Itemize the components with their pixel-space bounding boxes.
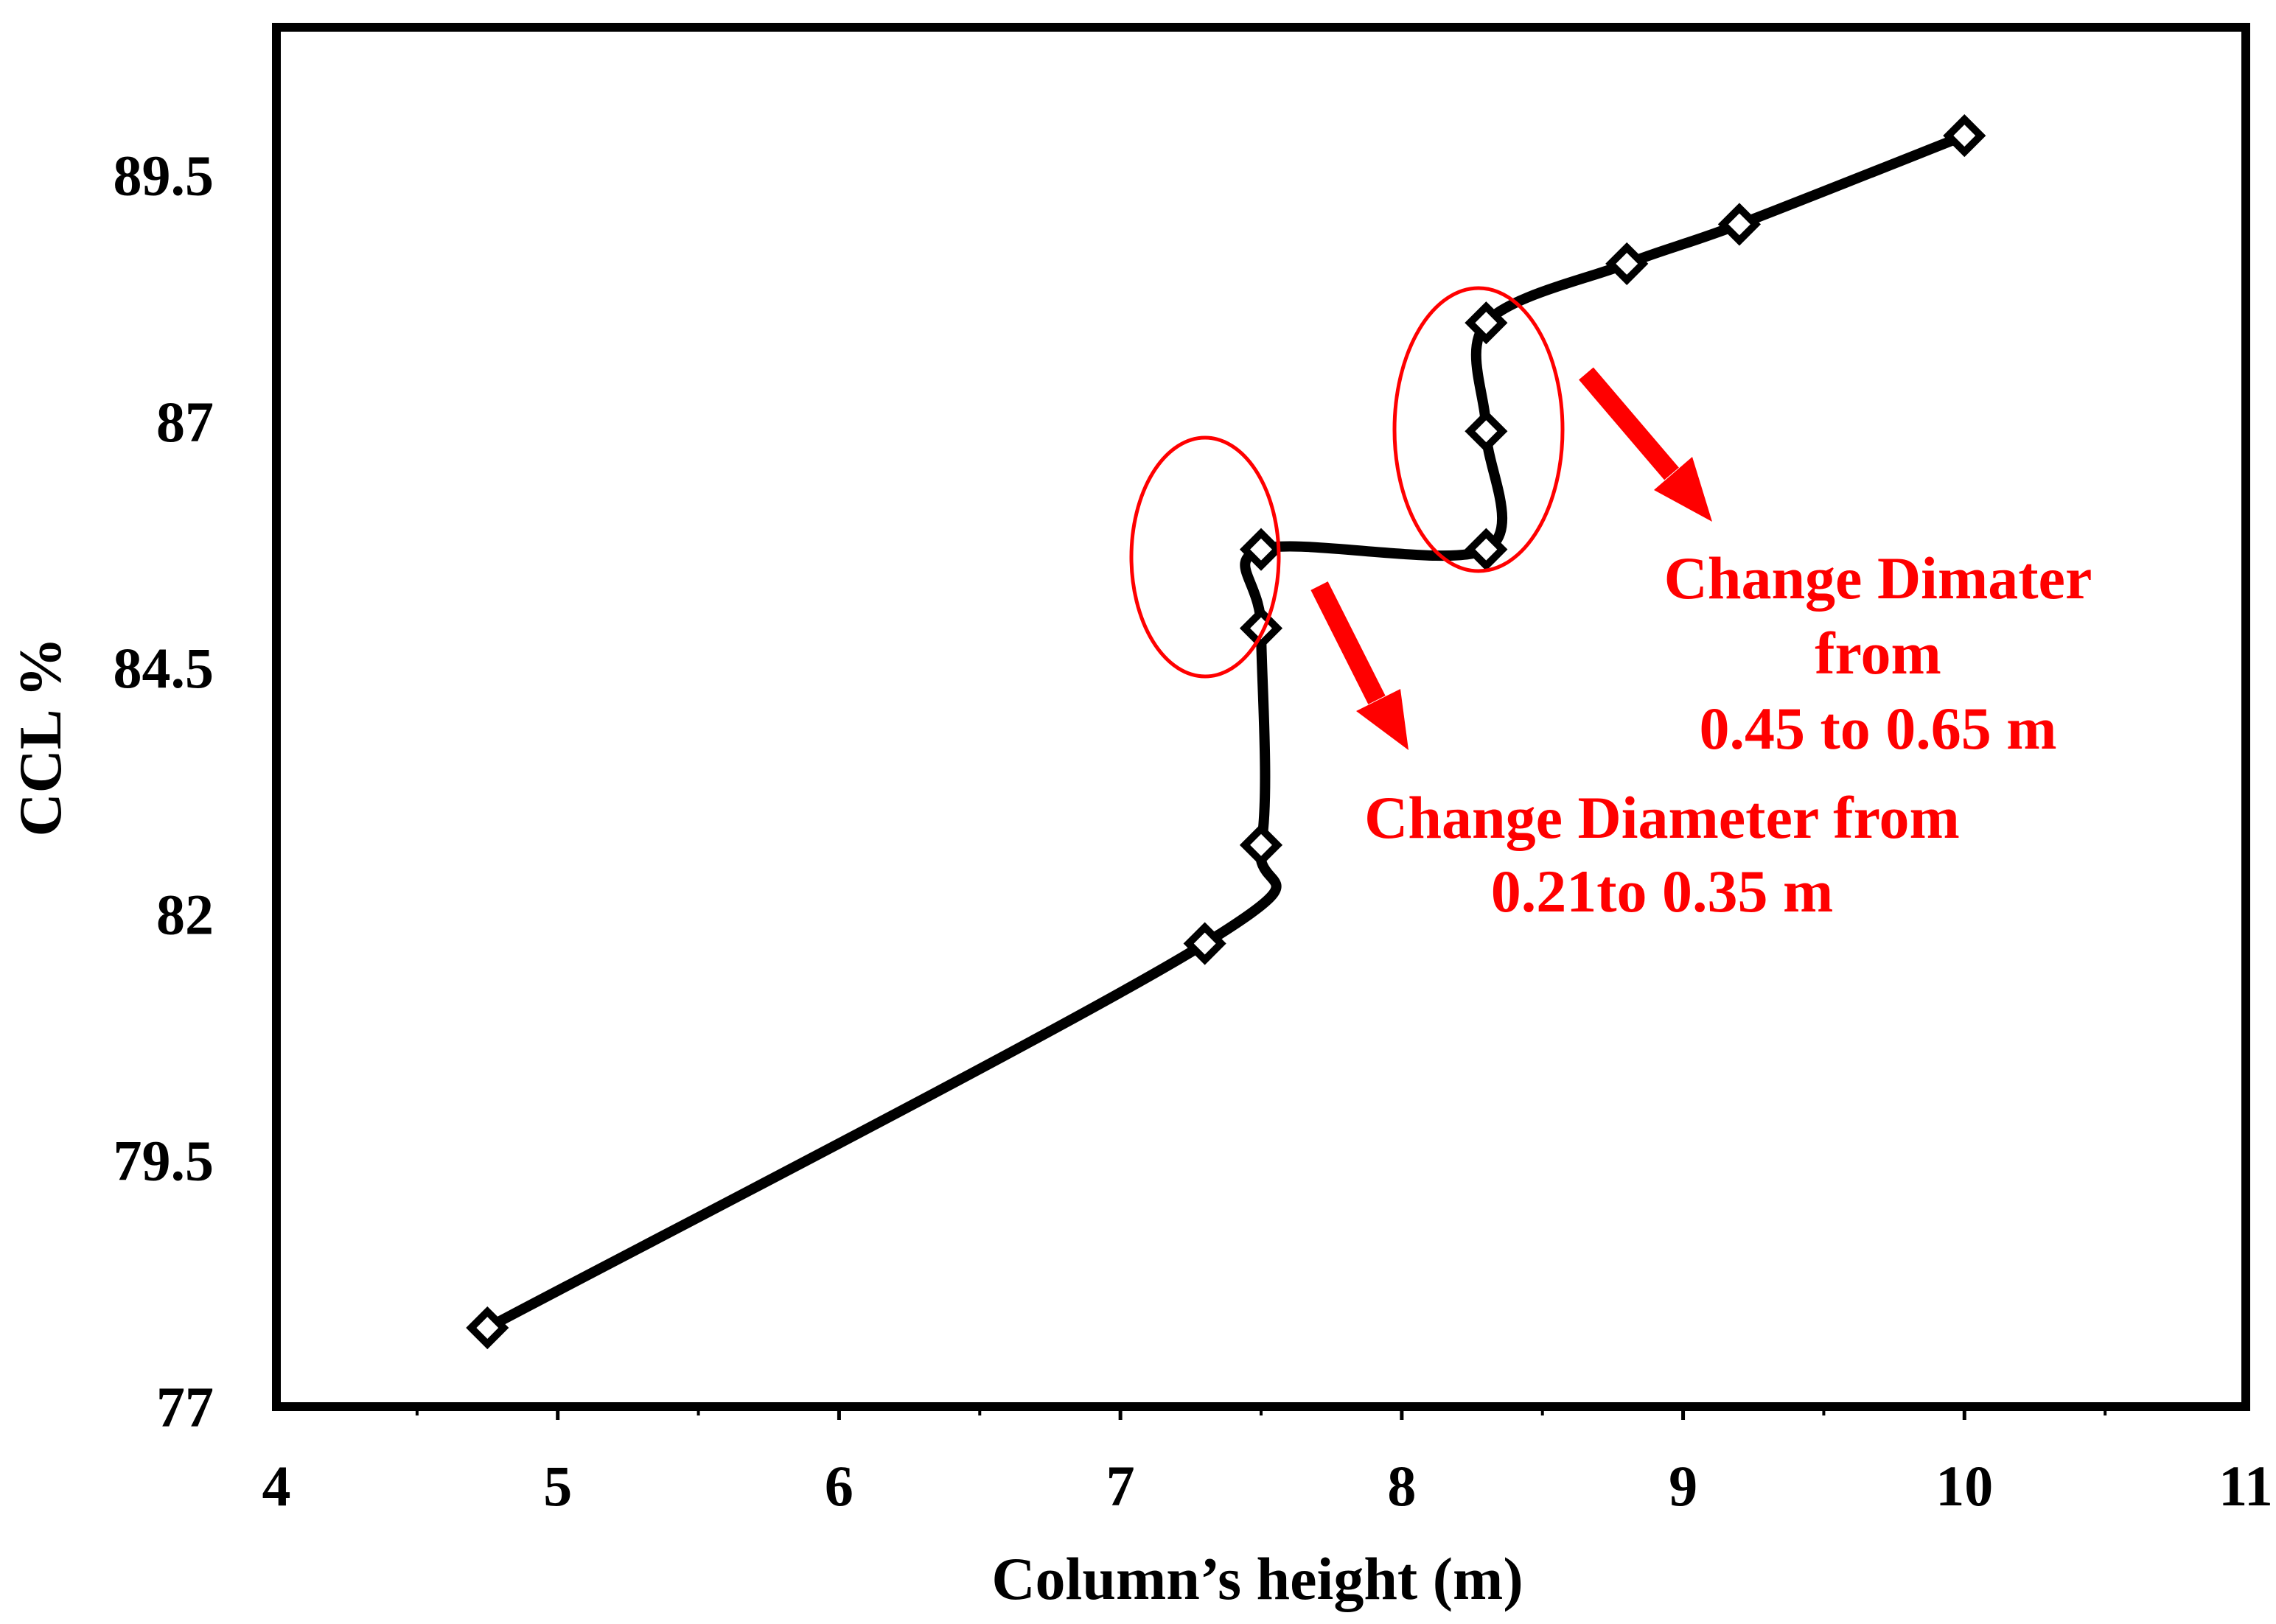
data-point-marker	[1465, 528, 1508, 571]
annotation-large-line2: from	[1815, 620, 1941, 687]
y-tick-label: 87	[156, 390, 214, 454]
y-tick-label: 89.5	[114, 144, 214, 208]
highlight-ellipse-large	[1392, 286, 1565, 573]
arrow-icon	[1310, 581, 1408, 750]
y-axis: 77 79.5 82 84.5 87 89.5	[114, 144, 214, 1439]
x-tick-label: 8	[1387, 1454, 1416, 1518]
series-line	[482, 130, 1970, 1334]
annotation-small-line2: 0.21to 0.35 m	[1491, 858, 1834, 925]
data-point-marker	[466, 1306, 509, 1350]
data-point-marker	[1183, 922, 1226, 965]
series-markers	[466, 114, 1986, 1350]
highlight-ellipse-small	[1129, 435, 1281, 679]
data-point-marker	[1239, 606, 1283, 650]
data-point-marker	[1465, 301, 1508, 345]
data-point-marker	[1239, 528, 1283, 571]
y-tick-label: 84.5	[114, 636, 214, 700]
annotation-large-line3: 0.45 to 0.65 m	[1699, 695, 2056, 762]
y-axis-title: CCL %	[7, 637, 74, 836]
x-axis: 4 5 6 7 8 9 10 11	[262, 1407, 2273, 1518]
data-point-marker	[1605, 242, 1649, 285]
y-tick-label: 82	[156, 882, 214, 946]
data-point-marker	[1239, 823, 1283, 867]
y-tick-label: 79.5	[114, 1129, 214, 1193]
x-tick-label: 4	[262, 1454, 291, 1518]
x-tick-label: 7	[1106, 1454, 1135, 1518]
x-axis-title: Column’s height (m)	[991, 1545, 1523, 1612]
data-point-marker	[1465, 410, 1508, 453]
y-tick-label: 77	[156, 1375, 214, 1439]
x-tick-label: 6	[825, 1454, 854, 1518]
x-tick-label: 10	[1935, 1454, 1993, 1518]
x-tick-label: 5	[543, 1454, 572, 1518]
arrow-icon	[1579, 367, 1712, 522]
annotation-large-line1: Change Dimater	[1664, 545, 2092, 612]
data-point-marker	[1717, 203, 1761, 246]
x-tick-label: 11	[2219, 1454, 2273, 1518]
annotation-small-line1: Change Diameter from	[1364, 784, 1960, 851]
x-tick-label: 9	[1669, 1454, 1697, 1518]
data-point-marker	[1943, 114, 1986, 158]
